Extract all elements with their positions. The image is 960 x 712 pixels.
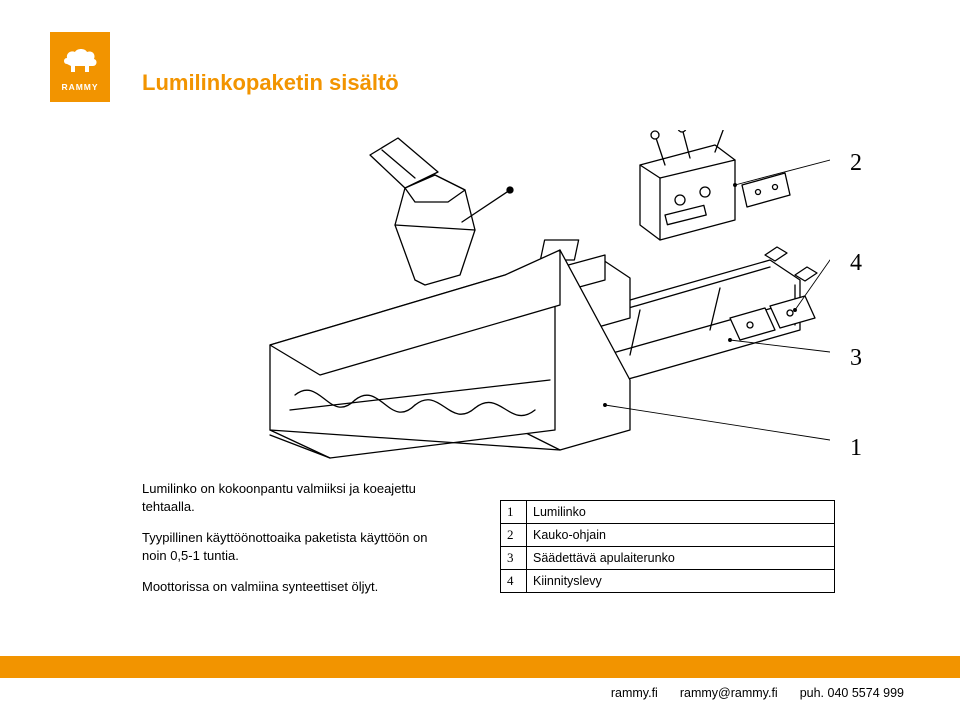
- chute-shape: [370, 138, 513, 285]
- body-p1: Lumilinko on kokoonpantu valmiiksi ja ko…: [142, 480, 442, 515]
- part-label: Säädettävä apulaiterunko: [527, 547, 835, 570]
- footer-text: rammy.fi rammy@rammy.fi puh. 040 5574 99…: [611, 686, 904, 700]
- body-p3: Moottorissa on valmiina synteettiset ölj…: [142, 578, 442, 596]
- footer-band: [0, 656, 960, 678]
- table-row: 1 Lumilinko: [501, 501, 835, 524]
- table-row: 3 Säädettävä apulaiterunko: [501, 547, 835, 570]
- callout-2: 2: [850, 150, 862, 177]
- callout-3: 3: [850, 345, 862, 372]
- part-num: 2: [501, 524, 527, 547]
- part-num: 4: [501, 570, 527, 593]
- callout-4: 4: [850, 250, 862, 277]
- table-row: 4 Kiinnityslevy: [501, 570, 835, 593]
- callout-1: 1: [850, 435, 862, 462]
- brand-name: RAMMY: [61, 82, 98, 92]
- ram-icon: [61, 46, 99, 78]
- part-num: 1: [501, 501, 527, 524]
- remote-shape: [640, 130, 790, 240]
- body-p2: Tyypillinen käyttöönottoaika paketista k…: [142, 529, 442, 564]
- brand-logo: RAMMY: [50, 32, 110, 102]
- product-diagram: [210, 130, 830, 460]
- parts-table: 1 Lumilinko 2 Kauko-ohjain 3 Säädettävä …: [500, 500, 835, 593]
- body-text: Lumilinko on kokoonpantu valmiiksi ja ko…: [142, 480, 442, 610]
- page-title: Lumilinkopaketin sisältö: [142, 70, 399, 96]
- part-label: Kiinnityslevy: [527, 570, 835, 593]
- part-num: 3: [501, 547, 527, 570]
- footer-email: rammy@rammy.fi: [680, 686, 778, 700]
- table-row: 2 Kauko-ohjain: [501, 524, 835, 547]
- part-label: Lumilinko: [527, 501, 835, 524]
- footer-site: rammy.fi: [611, 686, 658, 700]
- blower-shape: [270, 250, 630, 458]
- footer-phone: puh. 040 5574 999: [800, 686, 904, 700]
- page-root: RAMMY Lumilinkopaketin sisältö: [0, 0, 960, 712]
- part-label: Kauko-ohjain: [527, 524, 835, 547]
